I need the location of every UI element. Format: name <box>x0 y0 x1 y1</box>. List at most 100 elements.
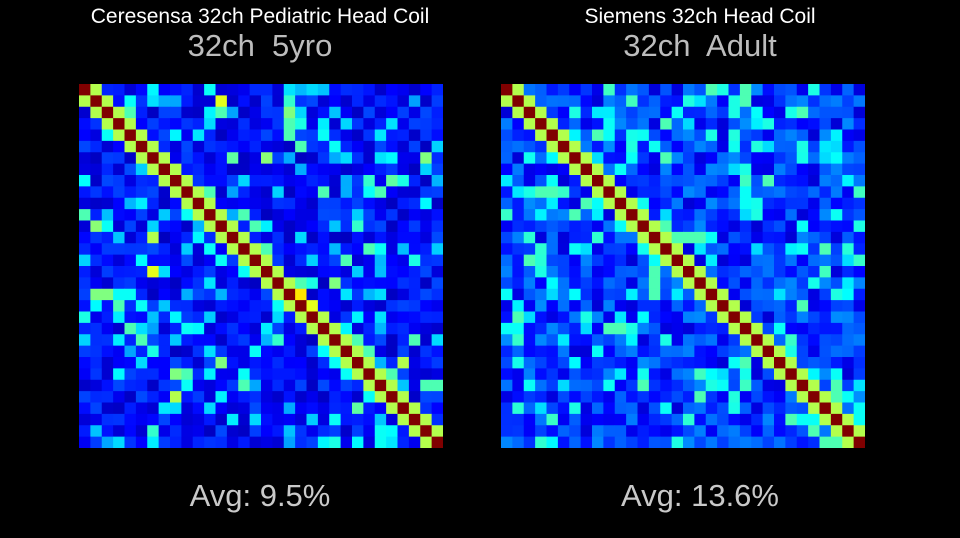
heatmap-cell <box>238 357 251 369</box>
heatmap-cell <box>626 300 638 312</box>
heatmap-cell <box>340 231 353 244</box>
heatmap-cell <box>420 84 433 96</box>
heatmap-cell <box>272 413 285 426</box>
heatmap-cell <box>192 322 205 335</box>
heatmap-cell <box>226 175 239 187</box>
heatmap-cell <box>397 288 410 301</box>
heatmap-cell <box>431 391 443 403</box>
heatmap-cell <box>717 140 729 153</box>
heatmap-cell <box>124 254 137 267</box>
heatmap-cell <box>204 163 216 176</box>
heatmap-cell <box>728 118 741 130</box>
heatmap-cell <box>637 357 650 369</box>
heatmap-cell <box>204 118 216 130</box>
heatmap-cell <box>523 311 536 324</box>
heatmap-cell <box>796 288 809 301</box>
heatmap-cell <box>135 402 148 415</box>
heatmap-cell <box>295 345 307 358</box>
heatmap-cell <box>215 231 228 244</box>
heatmap-cell <box>853 95 865 108</box>
heatmap-cell <box>226 152 239 165</box>
heatmap-cell <box>147 300 160 312</box>
heatmap-cell <box>683 175 695 187</box>
heatmap-cell <box>512 129 525 142</box>
heatmap-cell <box>238 209 251 221</box>
heatmap-cell <box>431 84 443 96</box>
heatmap-cell <box>101 345 114 358</box>
heatmap-cell <box>535 357 547 369</box>
heatmap-cell <box>535 391 547 403</box>
heatmap-cell <box>261 95 273 108</box>
heatmap-cell <box>717 118 729 130</box>
heatmap-cell <box>785 140 798 153</box>
heatmap-cell <box>283 368 296 381</box>
heatmap-cell <box>317 163 330 176</box>
heatmap-cell <box>317 311 330 324</box>
heatmap-cell <box>535 84 547 96</box>
heatmap-cell <box>192 84 205 96</box>
heatmap-cell <box>170 300 182 312</box>
heatmap-cell <box>535 266 547 278</box>
heatmap-cell <box>853 231 865 244</box>
heatmap-cell <box>683 379 695 392</box>
heatmap-cell <box>238 334 251 347</box>
heatmap-cell <box>420 436 433 448</box>
heatmap-cell <box>363 254 376 267</box>
heatmap-cell <box>592 413 604 426</box>
heatmap-cell <box>830 300 843 312</box>
heatmap-cell <box>135 368 148 381</box>
heatmap-cell <box>842 413 855 426</box>
heatmap-cell <box>295 379 307 392</box>
heatmap-cell <box>751 163 764 176</box>
heatmap-cell <box>648 334 661 347</box>
heatmap-cell <box>683 413 695 426</box>
heatmap-cell <box>431 357 443 369</box>
heatmap-cell <box>329 357 342 369</box>
heatmap-cell <box>512 118 525 130</box>
heatmap-cell <box>113 391 125 403</box>
heatmap-cell <box>158 175 171 187</box>
heatmap-cell <box>592 197 604 210</box>
heatmap-cell <box>592 436 604 448</box>
heatmap-cell <box>580 163 593 176</box>
heatmap-cell <box>317 322 330 335</box>
heatmap-cell <box>671 243 684 256</box>
heatmap-cell <box>569 334 582 347</box>
heatmap-cell <box>238 311 251 324</box>
heatmap-cell <box>386 402 398 415</box>
heatmap-cell <box>637 413 650 426</box>
heatmap-cell <box>842 266 855 278</box>
heatmap-cell <box>637 197 650 210</box>
heatmap-cell <box>147 95 160 108</box>
heatmap-cell <box>226 300 239 312</box>
heatmap-cell <box>842 186 855 199</box>
heatmap-cell <box>728 266 741 278</box>
heatmap-cell <box>363 425 376 438</box>
heatmap-cell <box>408 322 421 335</box>
heatmap-cell <box>226 186 239 199</box>
heatmap-cell <box>249 345 262 358</box>
heatmap-cell <box>386 322 398 335</box>
heatmap-cell <box>181 368 194 381</box>
heatmap-cell <box>705 152 718 165</box>
heatmap-cell <box>705 436 718 448</box>
heatmap-cell <box>637 106 650 119</box>
heatmap-cell <box>135 277 148 290</box>
heatmap-cell <box>192 254 205 267</box>
heatmap-cell <box>774 243 786 256</box>
heatmap-cell <box>819 357 832 369</box>
heatmap-cell <box>79 300 91 312</box>
heatmap-cell <box>249 322 262 335</box>
heatmap-cell <box>853 197 865 210</box>
heatmap-cell <box>386 334 398 347</box>
heatmap-cell <box>204 322 216 335</box>
heatmap-cell <box>842 84 855 96</box>
heatmap-cell <box>512 186 525 199</box>
heatmap-cell <box>603 334 616 347</box>
heatmap-cell <box>158 436 171 448</box>
heatmap-cell <box>90 345 103 358</box>
heatmap-cell <box>523 175 536 187</box>
heatmap-cell <box>79 175 91 187</box>
heatmap-cell <box>283 334 296 347</box>
heatmap-cell <box>158 243 171 256</box>
